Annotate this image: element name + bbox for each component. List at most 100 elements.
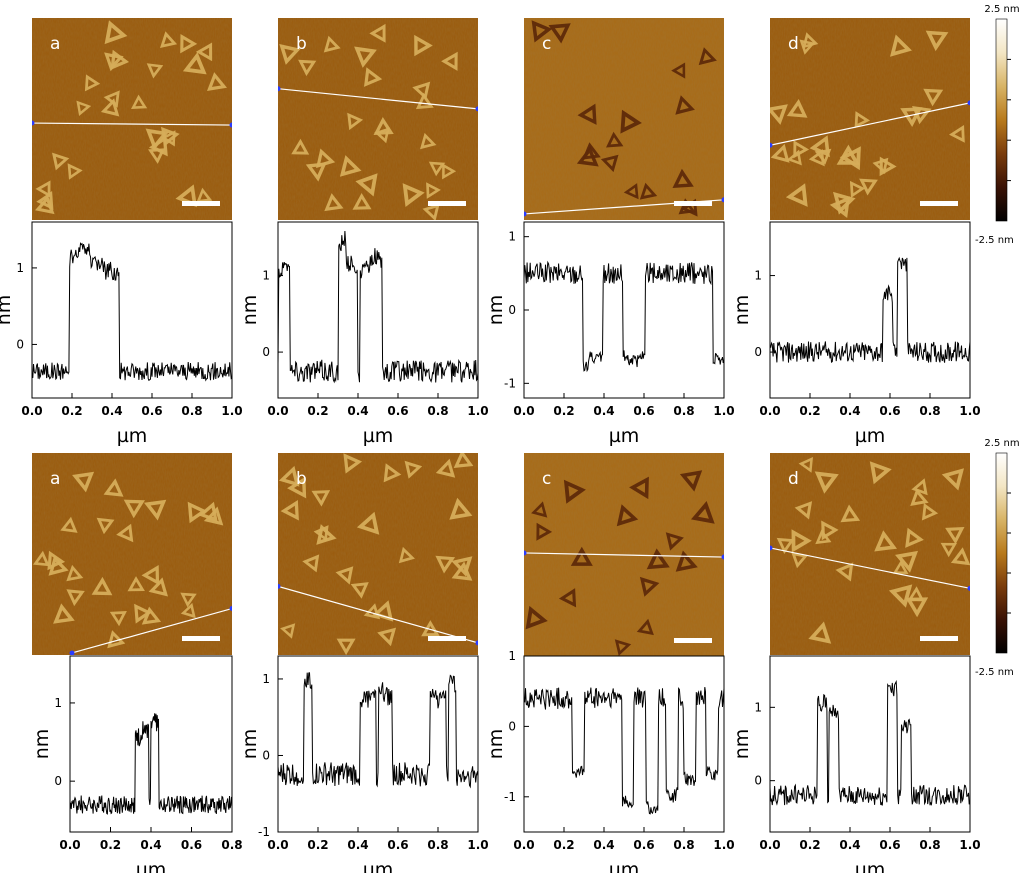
scan-line-end-marker	[229, 122, 232, 128]
y-axis-label: nm	[31, 729, 53, 760]
dna-origami-triangle	[791, 552, 809, 569]
dna-origami-triangle	[291, 138, 310, 155]
dna-origami-triangle	[691, 501, 715, 524]
y-tick-label: -1	[504, 790, 516, 804]
height-profile-line	[769, 679, 971, 806]
dna-origami-triangle	[895, 550, 918, 573]
x-tick-label: 0.2	[799, 404, 820, 418]
dna-origami-triangle	[76, 100, 92, 116]
scan-line-end-marker	[721, 197, 724, 203]
profile-plot: 0.0 0.2 0.4 0.6 0.8 1.0 0 1 µm nm	[731, 655, 981, 873]
dna-origami-triangle	[180, 592, 197, 608]
dna-origami-triangle	[849, 180, 866, 198]
y-tick-label: 0	[16, 337, 24, 351]
x-axis-label: µm	[609, 859, 640, 873]
x-tick-label: 1.0	[467, 404, 488, 418]
dna-origami-triangle	[148, 577, 168, 597]
dna-origami-triangle	[103, 478, 124, 497]
dna-origami-triangle	[141, 565, 160, 586]
y-axis-label: nm	[731, 729, 753, 760]
profile-scan-line	[770, 547, 970, 589]
dna-origami-triangle	[616, 504, 639, 527]
dna-origami-triangle	[363, 603, 381, 620]
scale-bar	[428, 201, 466, 206]
scale-bar	[920, 636, 958, 641]
x-tick-label: 0.8	[919, 404, 940, 418]
scan-line-end-marker	[475, 640, 478, 646]
afm-image-panel: d	[770, 18, 970, 220]
y-tick-label: 0	[262, 748, 270, 762]
x-tick-label: 0.6	[879, 838, 900, 852]
dna-origami-triangle	[335, 566, 354, 585]
dna-origami-triangle	[606, 131, 624, 148]
scale-bar	[674, 638, 712, 643]
profile-scan-line	[278, 88, 478, 110]
x-axis-label: µm	[363, 425, 394, 447]
dna-origami-triangle	[435, 555, 456, 574]
plot-frame	[769, 655, 971, 833]
dna-origami-triangle	[907, 586, 925, 602]
profile-plot: 0.0 0.2 0.4 0.6 0.8 1.0 1 0 -1 µm nm	[485, 221, 735, 447]
scale-bar	[674, 201, 712, 206]
x-tick-label: 0.6	[387, 838, 408, 852]
dna-origami-triangle	[531, 20, 553, 43]
scan-line-end-marker	[967, 585, 970, 591]
dna-origami-triangle	[905, 597, 929, 618]
x-tick-label: 0.0	[21, 404, 42, 418]
dna-origami-triangle	[412, 81, 431, 100]
height-profile-line	[277, 672, 479, 789]
scan-line-start-marker	[278, 583, 281, 589]
x-tick-label: 0.8	[181, 404, 202, 418]
dna-origami-triangle	[421, 620, 440, 637]
dna-origami-triangle	[869, 461, 892, 485]
panel-label: c	[542, 34, 551, 54]
dna-origami-triangle	[558, 588, 577, 608]
dna-origami-triangle	[679, 470, 703, 492]
dna-origami-triangle	[316, 524, 337, 545]
dna-origami-triangle	[890, 34, 912, 57]
dna-origami-triangle	[66, 564, 84, 582]
dna-origami-triangle	[160, 31, 178, 48]
scan-line-end-marker	[475, 106, 478, 112]
dna-origami-triangle	[892, 560, 909, 574]
dna-origami-triangle	[453, 453, 474, 468]
dna-origami-triangle	[910, 488, 929, 506]
dna-origami-triangle	[298, 59, 317, 77]
afm-image-panel: d	[770, 453, 970, 655]
y-tick-label: 1	[508, 649, 516, 663]
afm-image-panel: a	[32, 18, 232, 220]
dna-origami-triangle	[614, 639, 632, 656]
dna-origami-triangle	[872, 157, 889, 175]
profile-scan-line	[32, 122, 232, 126]
dna-origami-triangle	[840, 504, 861, 523]
height-profile-line	[523, 686, 725, 815]
dna-origami-triangle	[940, 542, 957, 558]
colorbar-top-label: 2.5 nm	[984, 438, 1019, 449]
dna-origami-triangle	[339, 155, 362, 177]
dna-origami-triangle	[398, 546, 415, 564]
dna-origami-triangle	[287, 476, 307, 499]
dna-origami-triangle	[791, 529, 812, 553]
afm-texture	[770, 453, 970, 655]
dna-origami-triangle	[148, 135, 168, 157]
y-tick-label: 1	[508, 230, 516, 244]
afm-image-panel: b	[278, 453, 478, 655]
dna-origami-triangle	[110, 49, 130, 70]
afm-image-panel: b	[278, 18, 478, 220]
x-tick-label: 0.4	[839, 838, 860, 852]
colorbar-gradient	[995, 18, 1008, 222]
afm-texture	[278, 453, 478, 655]
dna-origami-triangle	[355, 173, 378, 197]
dna-origami-triangle	[441, 51, 458, 71]
y-tick-label: 1	[262, 269, 270, 283]
dna-origami-triangle	[116, 523, 134, 543]
dna-origami-triangle	[203, 506, 224, 526]
dna-origami-triangle	[785, 183, 808, 207]
dna-origami-triangle	[636, 618, 654, 636]
y-tick-label: -1	[258, 825, 270, 839]
dna-origami-triangle	[207, 72, 227, 91]
x-tick-label: 0.8	[919, 838, 940, 852]
dna-origami-triangle	[280, 623, 296, 639]
dna-origami-triangle	[180, 34, 198, 54]
